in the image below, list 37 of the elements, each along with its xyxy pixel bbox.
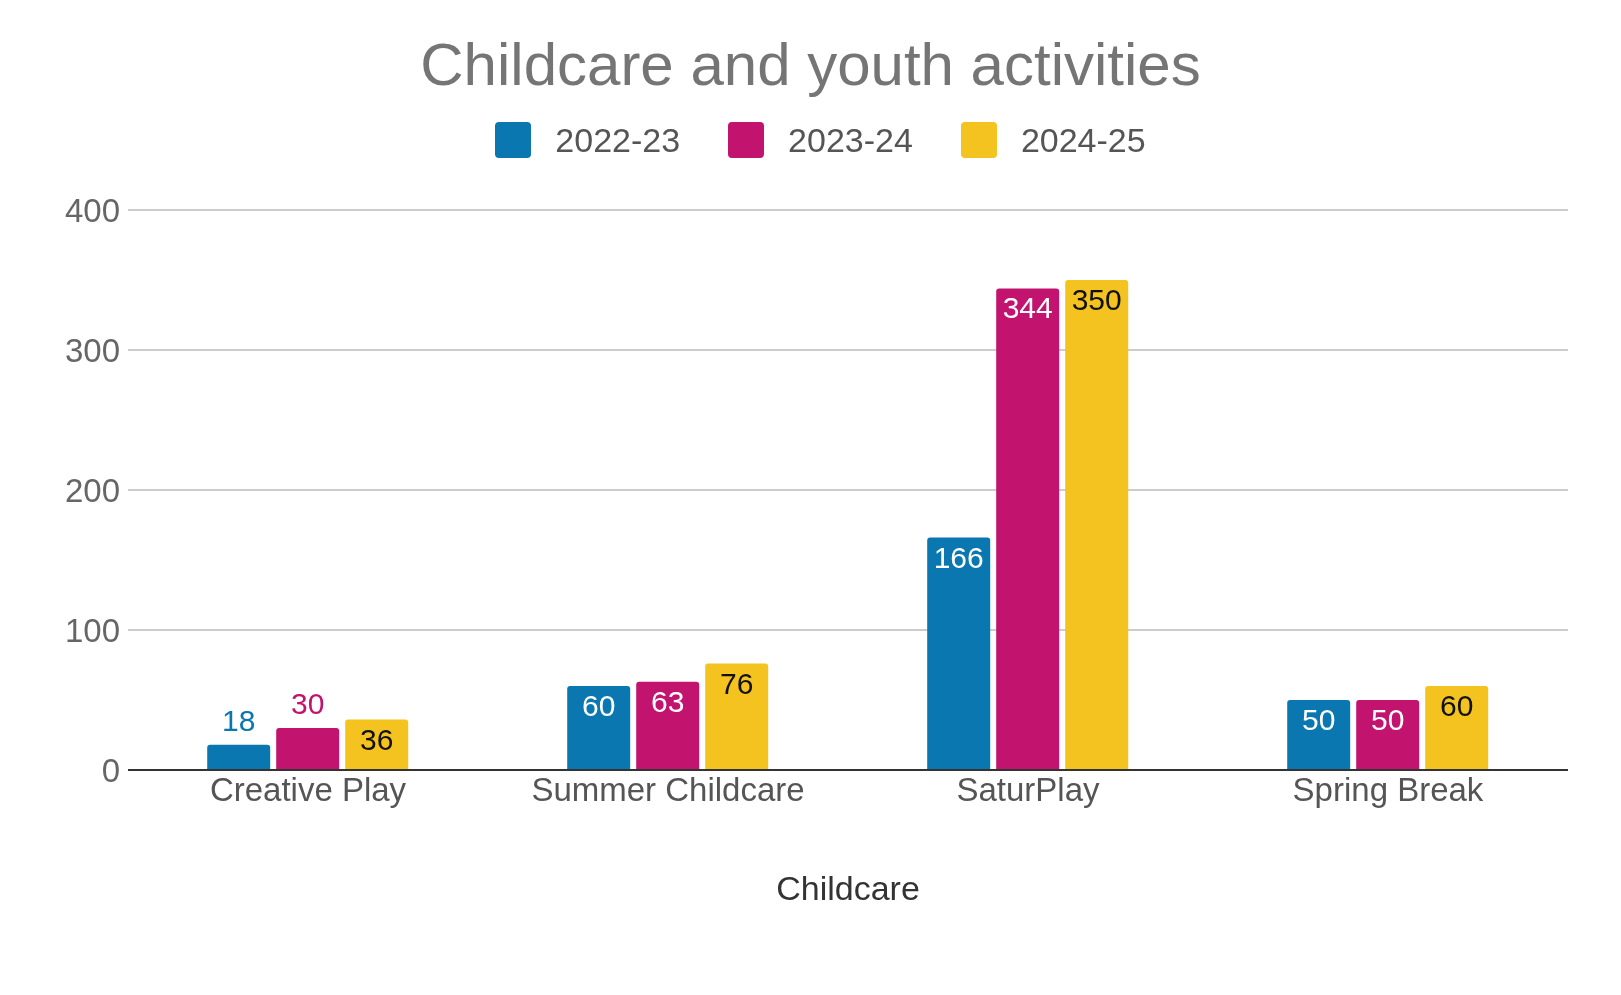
data-label: 50: [1371, 703, 1405, 736]
chart-title: Childcare and youth activities: [419, 30, 1202, 100]
data-label: 60: [582, 689, 616, 722]
y-tick-label: 300: [64, 331, 120, 369]
x-tick-label: Creative Play: [209, 771, 407, 809]
data-label: 344: [1002, 291, 1053, 325]
y-tick-label: 100: [64, 611, 120, 649]
bar: [1065, 280, 1129, 770]
data-label: 166: [933, 540, 984, 574]
bar: [1356, 700, 1420, 770]
data-label: 63: [651, 684, 685, 718]
x-axis-title: Childcare: [776, 869, 920, 907]
bar: [276, 728, 340, 770]
bar: [567, 686, 631, 770]
legend-label: 2022-23: [555, 120, 681, 160]
data-label: 30: [291, 687, 325, 720]
bar: [996, 288, 1060, 770]
y-tick-label: 200: [64, 471, 120, 509]
data-label: 18: [222, 703, 256, 737]
y-tick-label: 0: [101, 751, 120, 789]
legend-label: 2023-24: [788, 120, 913, 160]
bar: [927, 537, 991, 770]
data-label: 50: [1302, 703, 1336, 736]
data-label: 36: [360, 722, 394, 756]
x-tick-label: Summer Childcare: [531, 771, 805, 809]
bar: [1287, 700, 1351, 770]
data-label: 350: [1071, 283, 1122, 316]
data-label: 60: [1440, 689, 1474, 722]
y-tick-label: 400: [64, 191, 120, 229]
bar: [207, 744, 271, 770]
x-tick-label: Spring Break: [1292, 771, 1484, 809]
legend-label: 2024-25: [1020, 120, 1146, 160]
bar: [1425, 686, 1489, 770]
data-label: 76: [720, 666, 754, 700]
x-tick-label: SaturPlay: [956, 771, 1101, 809]
bar: [636, 681, 700, 770]
bar: [705, 663, 769, 770]
